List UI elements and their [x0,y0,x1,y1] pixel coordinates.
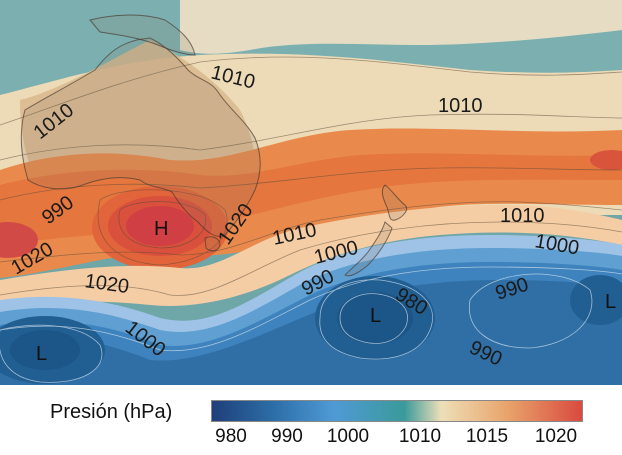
pressure-map: 1010 1010 1010 1010 1000 990 1000 990 98… [0,0,622,385]
colorbar-tick-label: 990 [271,426,303,447]
pressure-colorbar [211,400,583,422]
tasmania-outline [204,236,221,252]
pressure-centers: H L L L [36,218,616,365]
legend: Presión (hPa) 980 990 1000 1010 1015 102… [0,392,622,452]
colorbar-tick-label: 980 [215,426,247,447]
new-zealand-south-outline [344,221,393,277]
legend-title: Presión (hPa) [50,401,173,423]
colorbar-tick-label: 1015 [465,426,509,447]
high-pressure-center: H [154,218,168,240]
colorbar-tick-label: 1020 [534,426,578,447]
new-guinea-outline [89,14,196,56]
colorbar-tick-label: 1000 [326,426,370,447]
new-zealand-north-outline [381,184,408,221]
isobar-label: 1010 [500,205,545,227]
low-pressure-center: L [605,291,616,313]
low-pressure-center: L [370,305,381,327]
low-pressure-center: L [36,343,47,365]
australia-outline [20,37,261,237]
colorbar-tick-label: 1010 [398,426,442,447]
isobar-label: 1010 [438,95,483,117]
